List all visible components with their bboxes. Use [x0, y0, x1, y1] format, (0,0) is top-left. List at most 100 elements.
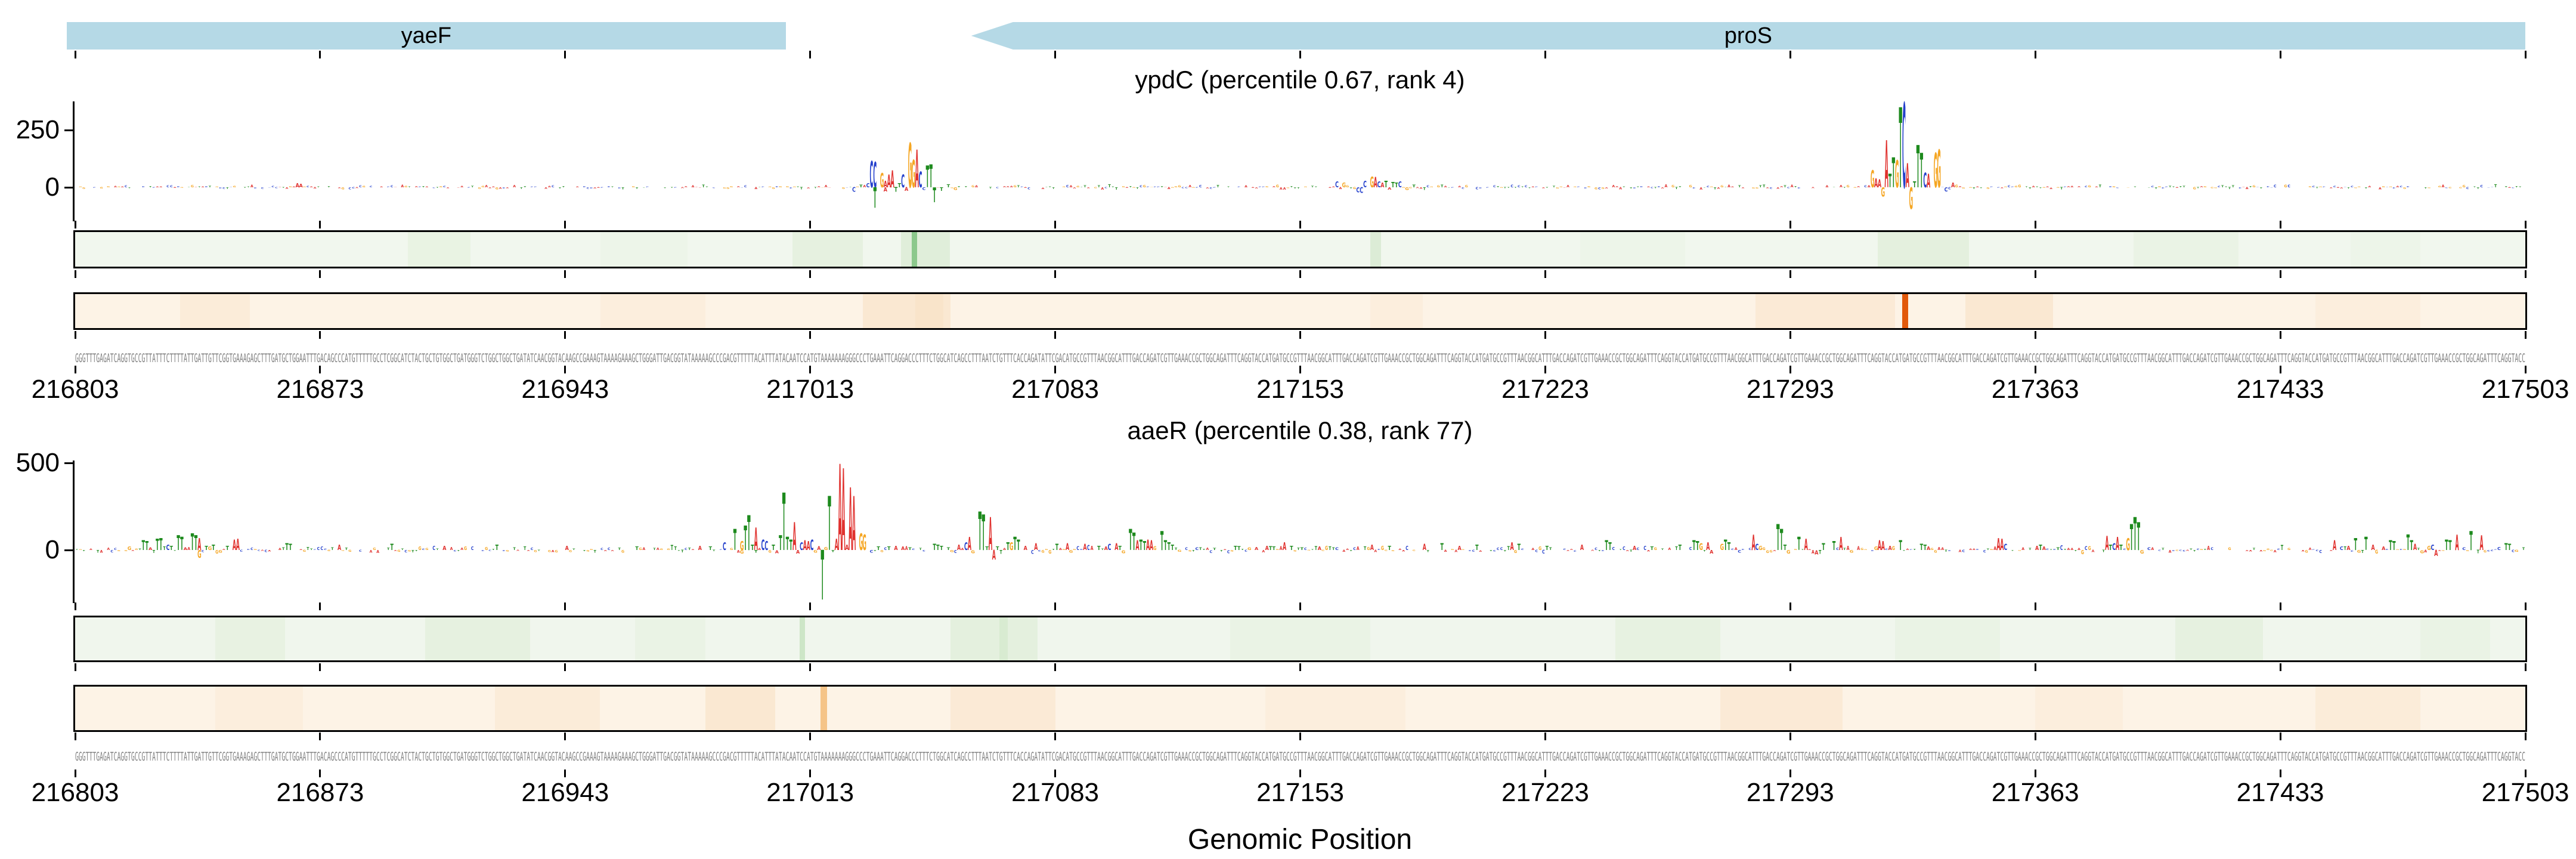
- logo-letter-A: A: [1206, 548, 1209, 551]
- logo-letter-C: C: [1923, 168, 1927, 192]
- logo-letter-T: T: [1423, 187, 1426, 191]
- logo-letter-C: C: [1259, 187, 1262, 188]
- logo-letter-C: C: [1563, 548, 1566, 551]
- logo-letter-C: C: [482, 550, 485, 552]
- x-tick-mark: [564, 733, 566, 740]
- logo-letter-T: T: [422, 186, 425, 188]
- logo-letter-C: C: [1027, 187, 1030, 190]
- logo-letter-A: A: [887, 172, 891, 192]
- logo-letter-T: T: [2354, 534, 2357, 554]
- logo-letter-G: G: [2158, 186, 2161, 188]
- logo-letter-C: C: [2494, 549, 2497, 550]
- logo-letter-C: C: [873, 155, 877, 196]
- logo-letter-C: C: [432, 187, 435, 189]
- logo-letter-G: G: [740, 549, 744, 555]
- logo-letter-A: A: [1699, 187, 1702, 191]
- logo-letter-T: T: [1738, 186, 1741, 189]
- x-tick-mark: [2034, 221, 2036, 228]
- logo-letter-A: A: [310, 186, 313, 187]
- logo-letter-G: G: [2018, 184, 2021, 189]
- logo-letter-T: T: [1111, 187, 1115, 188]
- logo-letter-G: G: [859, 530, 863, 556]
- logo-letter-A: A: [1146, 537, 1150, 554]
- logo-letter-G: G: [2396, 549, 2399, 551]
- logo-letter-C: C: [2497, 546, 2501, 551]
- logo-letter-C: C: [583, 186, 586, 188]
- x-tick-mark: [2034, 602, 2036, 610]
- logo-letter-C: C: [205, 186, 208, 188]
- logo-letter-G: G: [2466, 550, 2469, 552]
- logo-letter-T: T: [513, 547, 516, 551]
- logo-letter-C: C: [1426, 186, 1429, 189]
- logo-letter-A: A: [2105, 533, 2109, 555]
- logo-letter-C: C: [1405, 544, 1408, 551]
- logo-letter-A: A: [380, 187, 383, 188]
- logo-letter-A: A: [2042, 546, 2046, 551]
- heatmap-band: [1370, 232, 1381, 267]
- logo-letter-G: G: [2267, 548, 2270, 551]
- logo-letter-T: T: [635, 546, 639, 551]
- logo-letter-A: A: [1318, 546, 1322, 551]
- logo-letter-T: T: [2522, 547, 2525, 551]
- logo-letter-T: T: [2221, 186, 2224, 189]
- logo-letter-T: T: [1349, 187, 1352, 190]
- heatmap-band: [915, 294, 943, 328]
- logo-letter-G: G: [233, 186, 236, 188]
- logo-letter-T: T: [1553, 186, 1556, 189]
- logo-letter-T: T: [170, 545, 174, 552]
- logo-letter-C: C: [2512, 550, 2515, 553]
- logo-letter-G: G: [953, 186, 958, 191]
- logo-letter-T: T: [2389, 538, 2392, 553]
- logo-letter-T: T: [285, 541, 289, 552]
- x-tick-label-row1: 217363: [1991, 375, 2079, 404]
- logo-letter-T: T: [929, 158, 933, 195]
- logo-letter-C: C: [919, 168, 922, 193]
- logo-letter-G: G: [590, 549, 593, 551]
- logo-letter-G: G: [2287, 548, 2290, 551]
- logo-letter-T: T: [919, 548, 922, 551]
- logo-letter-G: G: [862, 531, 866, 555]
- heatmap-band: [1902, 294, 1908, 328]
- logo-letter-C: C: [846, 187, 849, 189]
- logo-letter-A: A: [1101, 187, 1104, 191]
- logo-letter-A: A: [2095, 187, 2098, 188]
- logo-letter-A: A: [314, 187, 317, 190]
- logo-letter-G: G: [215, 186, 218, 187]
- y-tick-label: 500: [16, 448, 60, 477]
- logo-letter-T: T: [583, 550, 586, 552]
- logo-letter-T: T: [2494, 184, 2497, 189]
- logo-letter-G: G: [730, 186, 733, 188]
- logo-letter-G: G: [1538, 546, 1541, 551]
- logo-letter-C: C: [1038, 550, 1041, 552]
- x-tick-mark: [2279, 663, 2281, 671]
- logo-letter-A: A: [2337, 187, 2340, 189]
- logo-letter-C: C: [1518, 186, 1521, 189]
- logo-letter-T: T: [1920, 144, 1923, 199]
- x-tick-label-row1: 216943: [521, 375, 609, 404]
- logo-letter-A: A: [1444, 550, 1448, 553]
- logo-letter-T: T: [681, 549, 684, 554]
- logo-letter-G: G: [1955, 184, 1958, 189]
- x-tick-label-row2: 217363: [1991, 778, 2079, 807]
- logo-letter-C: C: [2172, 550, 2175, 552]
- logo-letter-T: T: [1763, 184, 1766, 189]
- x-tick-mark: [2524, 51, 2527, 58]
- logo-letter-G: G: [128, 546, 132, 551]
- logo-letter-A: A: [2309, 548, 2312, 551]
- logo-letter-A: A: [849, 471, 852, 571]
- logo-letter-C: C: [1577, 187, 1580, 188]
- x-tick-mark: [2279, 602, 2281, 610]
- logo-letter-G: G: [548, 550, 552, 553]
- logo-letter-C: C: [1210, 187, 1213, 190]
- logo-letter-G: G: [1559, 187, 1562, 188]
- x-tick-label-row2: 217153: [1256, 778, 1344, 807]
- logo-letter-A: A: [1280, 545, 1283, 551]
- logo-letter-T: T: [1490, 550, 1493, 552]
- logo-letter-A: A: [1083, 542, 1086, 552]
- logo-letter-G: G: [1171, 187, 1174, 189]
- logo-letter-A: A: [817, 545, 821, 551]
- logo-letter-C: C: [2487, 187, 2490, 189]
- logo-letter-T: T: [786, 534, 789, 555]
- logo-letter-A: A: [121, 187, 124, 188]
- x-tick-label-row1: 217433: [2236, 375, 2324, 404]
